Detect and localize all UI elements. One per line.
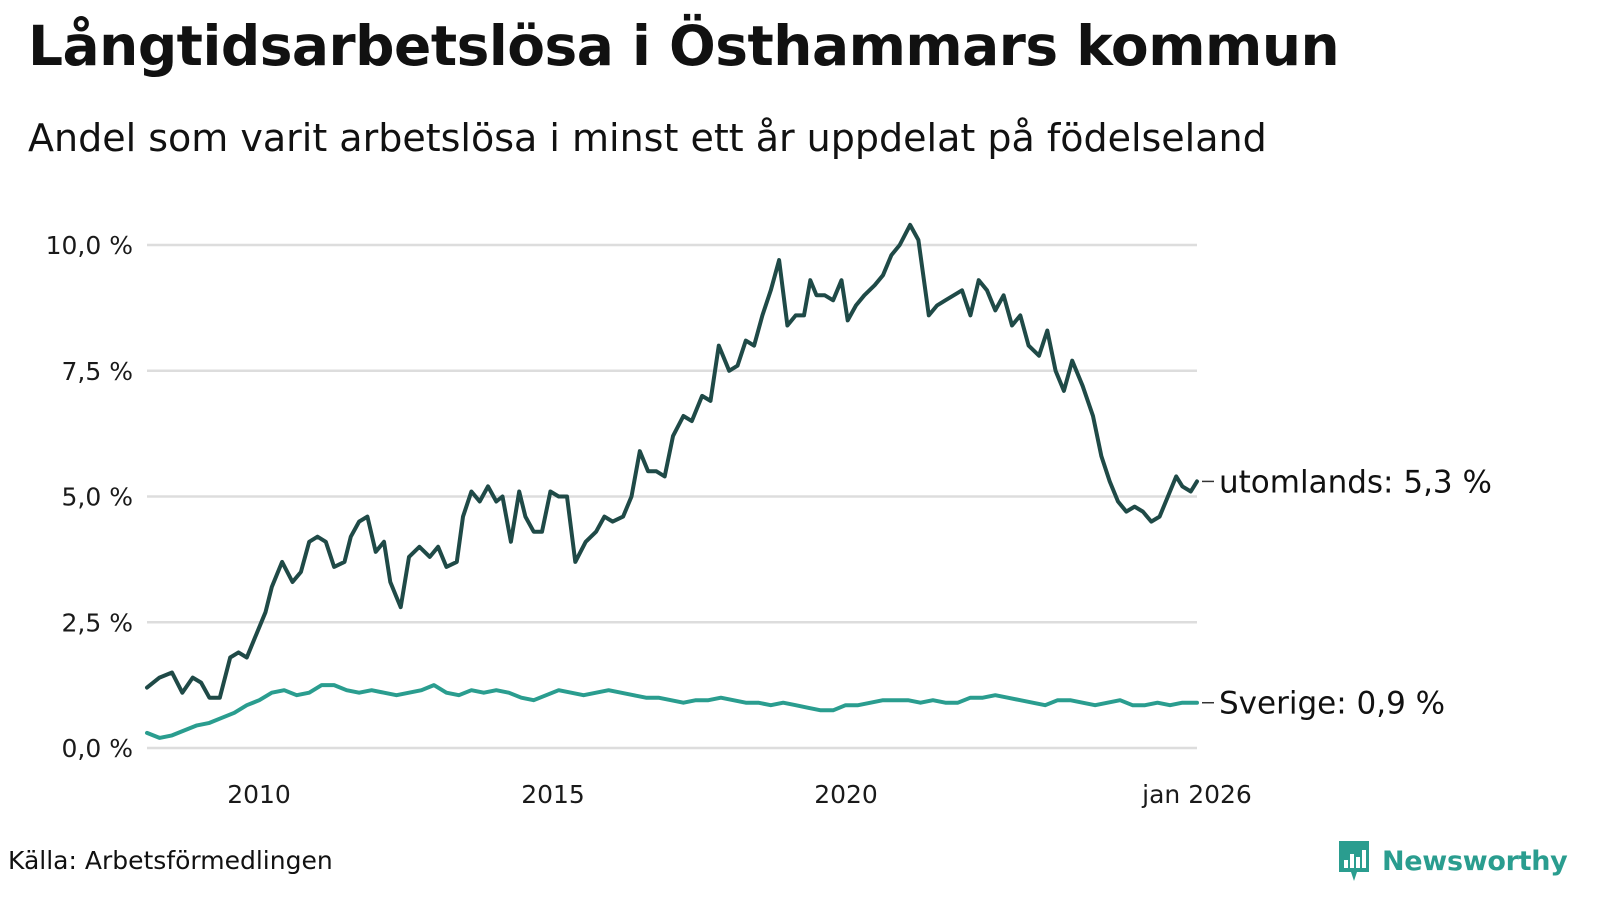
x-axis-ticks: 2010 2015 2020 jan 2026 xyxy=(227,780,1252,809)
end-label-sverige: Sverige: 0,9 % xyxy=(1219,686,1445,722)
newsworthy-logo-icon xyxy=(1339,841,1369,881)
end-label-utomlands: utomlands: 5,3 % xyxy=(1219,464,1492,500)
x-tick-label: 2020 xyxy=(814,780,878,809)
chart-title: Långtidsarbetslösa i Östhammars kommun xyxy=(28,14,1340,78)
x-tick-label: 2015 xyxy=(521,780,585,809)
y-tick-label: 7,5 % xyxy=(62,357,133,386)
source-note: Källa: Arbetsförmedlingen xyxy=(8,846,333,875)
y-tick-label: 10,0 % xyxy=(46,231,133,260)
y-tick-label: 2,5 % xyxy=(62,608,133,637)
series-line-sverige xyxy=(145,683,1199,740)
y-tick-label: 0,0 % xyxy=(62,734,133,763)
series-lines xyxy=(145,222,1199,740)
line-chart: 0,0 % 2,5 % 5,0 % 7,5 % 10,0 % 2010 2015 2020 j… xyxy=(46,222,1492,809)
series-line-utomlands xyxy=(145,222,1199,700)
brand-name: Newsworthy xyxy=(1382,845,1568,877)
y-axis-ticks: 0,0 % 2,5 % 5,0 % 7,5 % 10,0 % xyxy=(46,231,133,763)
brand-logo: Newsworthy xyxy=(1336,838,1568,884)
x-tick-label: 2010 xyxy=(227,780,291,809)
series-end-labels: utomlands: 5,3 % Sverige: 0,9 % xyxy=(1202,464,1492,722)
x-tick-label: jan 2026 xyxy=(1141,780,1252,809)
chart-subtitle: Andel som varit arbetslösa i minst ett å… xyxy=(28,116,1267,160)
y-tick-label: 5,0 % xyxy=(62,483,133,512)
gridlines xyxy=(147,243,1197,750)
